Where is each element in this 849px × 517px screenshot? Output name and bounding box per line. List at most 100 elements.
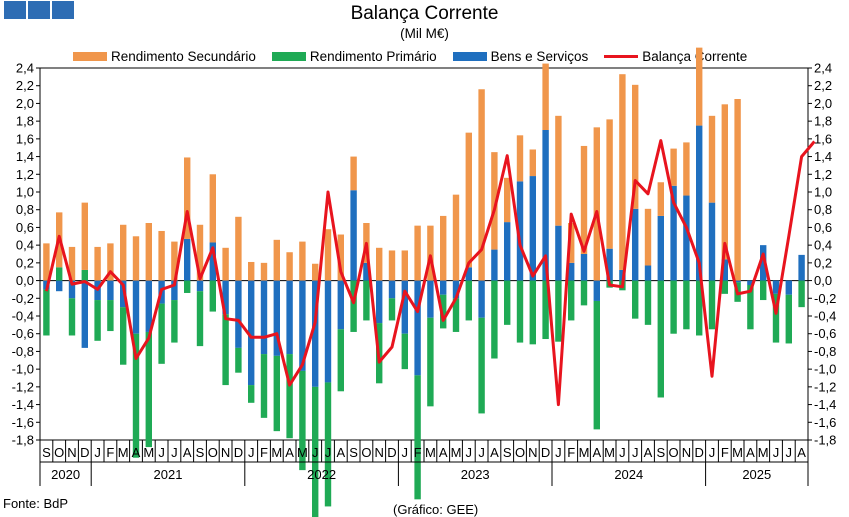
x-tick-label-month: D	[234, 445, 243, 460]
bar-rendimento-secundario	[171, 241, 178, 281]
bar-rendimento-secundario	[273, 239, 280, 281]
bar-rendimento-primario	[798, 280, 805, 308]
bar-bens-servicos	[478, 280, 485, 318]
bar-rendimento-primario	[401, 333, 408, 370]
legend-label-bens: Bens e Serviços	[490, 48, 589, 64]
bar-bens-servicos	[248, 280, 255, 386]
bar-bens-servicos	[363, 262, 370, 281]
bar-rendimento-secundario	[299, 241, 306, 281]
bar-rendimento-primario	[670, 280, 677, 334]
bar-bens-servicos	[504, 222, 511, 281]
x-tick-label-month: J	[325, 445, 332, 460]
bar-rendimento-secundario	[388, 250, 396, 281]
bar-rendimento-secundario	[491, 152, 498, 250]
bar-rendimento-primario	[568, 280, 575, 321]
y-tick-label-right: 1,8	[814, 114, 832, 129]
x-tick-label-month: A	[183, 445, 192, 460]
bar-rendimento-secundario	[452, 194, 460, 281]
y-tick-label-left: -1,0	[12, 362, 34, 377]
bar-rendimento-primario	[184, 280, 191, 293]
x-tick-label-month: N	[375, 445, 384, 460]
y-tick-label-right: 0,0	[814, 273, 832, 288]
bar-bens-servicos	[286, 280, 293, 355]
bar-rendimento-primario	[337, 329, 344, 392]
bar-rendimento-primario	[593, 300, 600, 430]
x-tick-label-month: F	[260, 445, 268, 460]
x-tick-label-month: M	[732, 445, 743, 460]
bar-rendimento-secundario	[414, 225, 421, 281]
bar-rendimento-primario	[273, 355, 280, 432]
bar-rendimento-secundario	[606, 119, 613, 249]
x-tick-label-month: A	[439, 445, 448, 460]
bar-bens-servicos	[606, 248, 613, 281]
x-tick-label-month: J	[94, 445, 101, 460]
bar-rendimento-primario	[772, 293, 780, 343]
bar-bens-servicos	[772, 280, 780, 294]
x-tick-label-month: J	[248, 445, 255, 460]
bar-bens-servicos	[734, 280, 741, 283]
chart-subtitle: (Mil M€)	[400, 26, 449, 41]
y-tick-label-right: 1,2	[814, 167, 832, 182]
bar-bens-servicos	[209, 242, 216, 281]
x-tick-label-month: O	[208, 445, 218, 460]
y-tick-label-right: 2,0	[814, 96, 832, 111]
bar-rendimento-primario	[132, 333, 140, 458]
x-tick-label-month: M	[425, 445, 436, 460]
bar-rendimento-secundario	[734, 99, 741, 281]
legend-item-balanca: Balança Corrente	[604, 49, 747, 64]
y-tick-label-left: -1,4	[12, 397, 34, 412]
x-tick-label-month: F	[721, 445, 729, 460]
bar-rendimento-secundario	[312, 263, 319, 281]
bar-rendimento-secundario	[222, 247, 229, 281]
y-tick-label-left: 0,8	[16, 202, 34, 217]
bar-rendimento-primario	[158, 303, 165, 364]
bar-rendimento-secundario	[196, 224, 204, 281]
y-tick-label-left: 0,0	[16, 273, 34, 288]
bar-rendimento-primario	[696, 280, 703, 336]
x-tick-label-month: J	[158, 445, 165, 460]
bar-rendimento-secundario	[593, 127, 600, 281]
bar-rendimento-secundario	[337, 234, 344, 281]
y-tick-label-left: 0,4	[16, 238, 34, 253]
bar-rendimento-secundario	[657, 182, 664, 216]
y-tick-label-left: 0,2	[16, 255, 34, 270]
bar-bens-servicos	[171, 280, 178, 301]
y-tick-label-left: 2,0	[16, 96, 34, 111]
bar-rendimento-secundario	[696, 47, 703, 126]
x-tick-label-month: D	[80, 445, 89, 460]
legend-item-bens: Bens e Serviços	[452, 48, 589, 64]
source-note: Fonte: BdP	[3, 496, 69, 511]
bar-rendimento-secundario	[440, 215, 447, 281]
bar-rendimento-secundario	[644, 208, 652, 266]
x-tick-label-month: J	[632, 445, 639, 460]
bar-bens-servicos	[593, 280, 600, 301]
bar-rendimento-secundario	[350, 156, 357, 191]
bar-rendimento-primario	[248, 385, 255, 403]
bar-bens-servicos	[491, 249, 498, 281]
bar-rendimento-primario	[363, 280, 370, 321]
x-tick-label-month: J	[773, 445, 780, 460]
bar-bens-servicos	[696, 125, 703, 281]
x-tick-label-month: F	[567, 445, 575, 460]
x-tick-label-month: M	[143, 445, 154, 460]
x-tick-label-month: D	[541, 445, 550, 460]
y-tick-label-right: 0,8	[814, 202, 832, 217]
y-tick-label-left: -0,4	[12, 309, 34, 324]
bar-rendimento-primario	[81, 269, 88, 281]
x-tick-label-month: J	[402, 445, 409, 460]
legend-line-balanca	[604, 54, 639, 58]
x-tick-label-year: 2022	[307, 467, 336, 482]
bar-bens-servicos	[657, 215, 664, 281]
bar-bens-servicos	[235, 280, 242, 348]
bar-bens-servicos	[388, 280, 396, 299]
y-tick-label-right: -0,2	[814, 291, 836, 306]
x-tick-label-month: M	[271, 445, 282, 460]
bar-rendimento-primario	[299, 370, 306, 471]
legend-item-secundario: Rendimento Secundário	[73, 49, 256, 64]
bar-bens-servicos	[120, 280, 127, 308]
x-tick-label-month: A	[285, 445, 294, 460]
x-tick-label-month: N	[67, 445, 76, 460]
bar-bens-servicos	[529, 176, 536, 281]
bar-rendimento-secundario	[427, 225, 434, 281]
bar-bens-servicos	[670, 185, 677, 281]
